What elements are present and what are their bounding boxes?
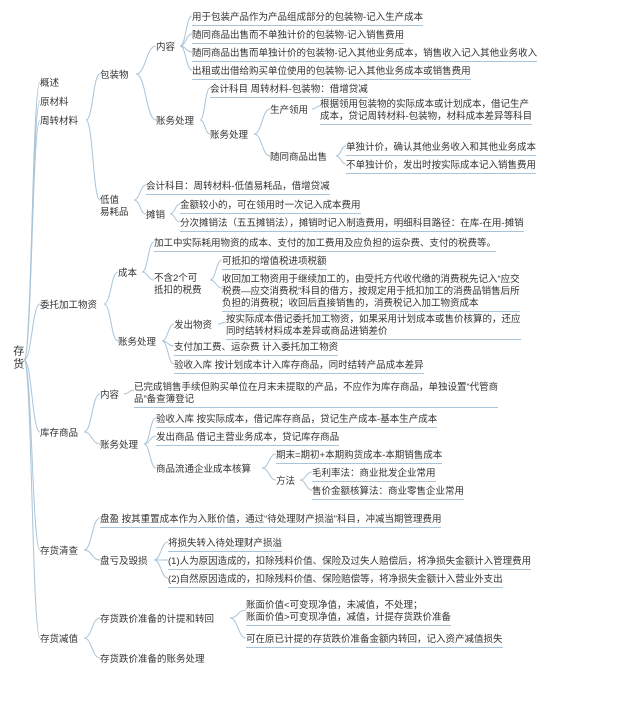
node-dz_tx: 摊销 (146, 210, 165, 222)
node-ff: 方法 (276, 476, 295, 488)
node-cb2b: 收回加工物资用于继续加工的，由受托方代收代缴的消费税先记入“应交 税费—应交消费… (222, 274, 520, 312)
node-bzw: 包装物 (100, 70, 129, 82)
node-wtjg: 委托加工物资 (40, 300, 97, 312)
node-py: 盘盈 按其重置成本作为入账价值，通过“待处理财产损溢”科目，冲减当期管理费用 (100, 514, 441, 528)
node-fc: 发出物资 (174, 320, 212, 332)
node-kc_fc: 发出商品 借记主营业务成本，贷记库存商品 (156, 432, 339, 446)
node-stcs: 随同商品出售 (270, 152, 327, 164)
node-kjkm: 会计科目 周转材料-包装物：借增贷减 (210, 84, 368, 98)
node-n4: 出租或出借给购买单位使用的包装物-记入其他业务成本或销售费用 (192, 66, 471, 80)
node-sjje: 售价金额核算法：商业零售企业常用 (312, 486, 464, 500)
node-ycl: 原材料 (40, 97, 69, 109)
node-pk0: 将损失转入待处理财产损溢 (168, 538, 282, 552)
root-node: 存货 (10, 345, 24, 371)
node-pk1: (1)人为原因造成的，扣除残料价值、保险及过失人赔偿后，将净损失金额计入管理费用 (168, 556, 531, 570)
node-bz_nr: 内容 (156, 42, 175, 54)
node-cb2a: 可抵扣的增值税进项税额 (222, 256, 327, 270)
node-zzcl: 周转材料 (40, 116, 78, 128)
node-kc_nr: 内容 (100, 390, 119, 402)
node-jz1: 存货跌价准备的计提和转回 (100, 614, 214, 626)
node-n2: 随同商品出售而不单独计价的包装物-记入销售费用 (192, 30, 404, 44)
node-cb2: 不含2个可 抵扣的税费 (154, 273, 202, 297)
node-pk: 盘亏及毁损 (100, 556, 148, 568)
node-ysrk: 验收入库 按计划成本计入库存商品，同时结转产品成本差异 (174, 360, 424, 374)
node-jz1b: 可在原已计提的存货跌价准备金额内转回，记入资产减值损失 (246, 634, 503, 648)
node-kc_zw: 账务处理 (100, 440, 138, 452)
node-dz_kj: 会计科目：周转材料-低值易耗品，借增贷减 (146, 181, 330, 195)
node-jz1a: 账面价值<可变现净值，未减值，不处理； 账面价值>可变现净值，减值，计提存货跌价… (246, 600, 451, 626)
node-cb: 成本 (118, 268, 137, 280)
node-dz_tx1: 金额较小的，可在领用时一次记入成本费用 (180, 200, 361, 214)
node-wt_zw: 账务处理 (118, 337, 156, 349)
node-dz_tx2: 分次摊销法（五五摊销法），摊销时记入制造费用，明细科目路径：在库-在用-摊销 (180, 218, 524, 232)
node-fc_t: 按实际成本借记委托加工物资，如果采用计划成本或售价核算的，还应 同时结转材料成本… (226, 314, 521, 340)
node-splt: 商品流通企业成本核算 (156, 464, 251, 476)
node-zw_zw: 账务处理 (210, 130, 248, 142)
node-dz: 低值 易耗品 (100, 195, 129, 219)
node-kc_ys: 验收入库 按实际成本，借记库存商品，贷记生产成本-基本生产成本 (156, 414, 437, 428)
node-mll: 毛利率法：商业批发企业常用 (312, 468, 436, 482)
node-scly: 生产领用 (270, 105, 308, 117)
node-pk2: (2)自然原因造成的，扣除残料价值、保险赔偿等，将净损失金额计入营业外支出 (168, 574, 503, 588)
node-kc_nr_t: 已完成销售手续但购买单位在月末未提取的产品，不应作为库存商品，单独设置“代管商 … (134, 382, 498, 408)
node-chjz: 存货减值 (40, 634, 78, 646)
node-scly_t: 根据领用包装物的实际成本或计划成本，借记生产 成本，贷记周转材料-包装物，材料成… (320, 99, 532, 125)
node-bz_zw: 账务处理 (156, 116, 194, 128)
node-jz2: 存货跌价准备的账务处理 (100, 654, 205, 666)
node-n1: 用于包装产品作为产品组成部分的包装物-记入生产成本 (192, 12, 423, 26)
node-stcs1: 单独计价，确认其他业务收入和其他业务成本 (346, 142, 536, 156)
node-cb1: 加工中实际耗用物资的成本、支付的加工费用及应负担的运杂费、支付的税费等。 (154, 238, 496, 252)
node-qm: 期末=期初+本期购货成本-本期销售成本 (276, 450, 442, 464)
node-zfjg: 支付加工费、运杂费 计入委托加工物资 (174, 342, 338, 356)
node-stcs2: 不单独计价，发出时按实际成本记入销售费用 (346, 160, 536, 174)
node-n3: 随同商品出售而单独计价的包装物-记入其他业务成本，销售收入记入其他业务收入 (192, 48, 537, 62)
node-chqc: 存货清查 (40, 546, 78, 558)
node-kcsp: 库存商品 (40, 428, 78, 440)
node-gs: 概述 (40, 78, 59, 90)
